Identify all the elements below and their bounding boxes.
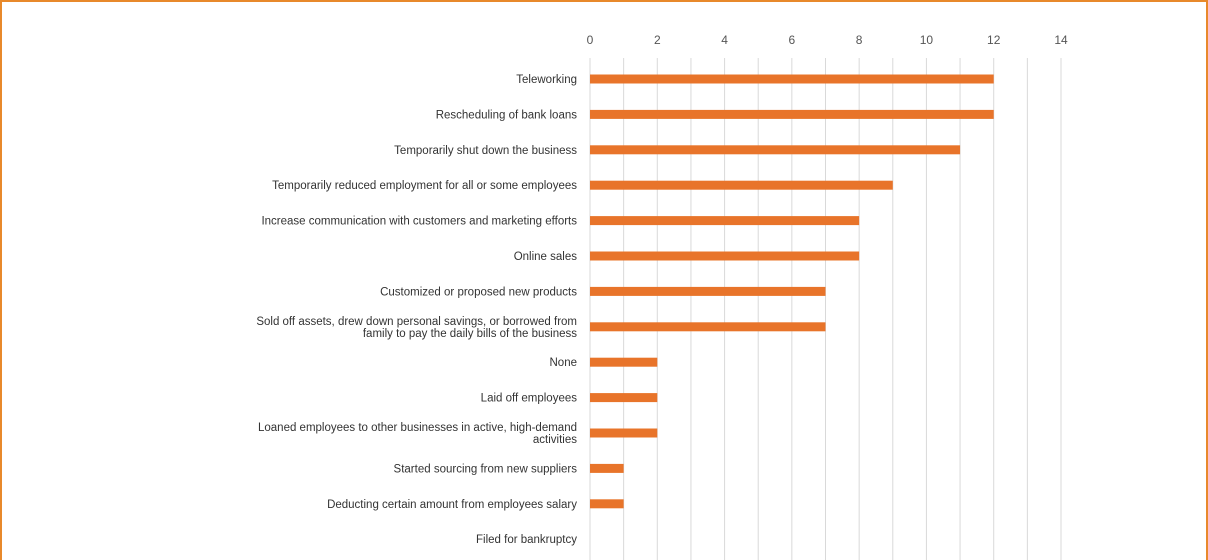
category-label: Increase communication with customers an… bbox=[261, 216, 577, 228]
x-tick-label: 2 bbox=[654, 33, 661, 47]
bar bbox=[590, 109, 994, 119]
category-label: activities bbox=[533, 434, 577, 446]
category-label: Started sourcing from new suppliers bbox=[394, 463, 578, 475]
category-label: Deducting certain amount from employees … bbox=[327, 499, 577, 511]
category-label: Teleworking bbox=[516, 74, 577, 86]
x-tick-label: 10 bbox=[920, 33, 934, 47]
x-tick-label: 8 bbox=[856, 33, 863, 47]
x-tick-label: 6 bbox=[789, 33, 796, 47]
bar bbox=[590, 357, 658, 367]
bar bbox=[590, 145, 961, 155]
bar bbox=[590, 463, 624, 473]
category-label: Rescheduling of bank loans bbox=[436, 109, 578, 121]
category-label: family to pay the daily bills of the bus… bbox=[363, 328, 577, 340]
x-tick-label: 4 bbox=[721, 33, 728, 47]
bar bbox=[590, 499, 624, 509]
bar bbox=[590, 286, 826, 296]
bar bbox=[590, 251, 860, 261]
bar bbox=[590, 180, 893, 190]
x-tick-label: 14 bbox=[1054, 33, 1068, 47]
category-label: Laid off employees bbox=[481, 393, 578, 405]
bar bbox=[590, 393, 658, 403]
bar bbox=[590, 216, 860, 226]
category-label: None bbox=[550, 357, 578, 369]
category-label: Temporarily shut down the business bbox=[394, 145, 577, 157]
category-label: Filed for bankruptcy bbox=[476, 534, 577, 546]
category-label: Online sales bbox=[514, 251, 578, 263]
category-label: Loaned employees to other businesses in … bbox=[258, 422, 577, 434]
bar bbox=[590, 428, 658, 438]
category-label: Sold off assets, drew down personal savi… bbox=[256, 316, 577, 328]
bar bbox=[590, 322, 826, 332]
bar bbox=[590, 74, 994, 84]
x-tick-label: 0 bbox=[587, 33, 594, 47]
category-label: Customized or proposed new products bbox=[380, 286, 577, 298]
category-label: Temporarily reduced employment for all o… bbox=[272, 180, 577, 192]
x-tick-label: 12 bbox=[987, 33, 1001, 47]
